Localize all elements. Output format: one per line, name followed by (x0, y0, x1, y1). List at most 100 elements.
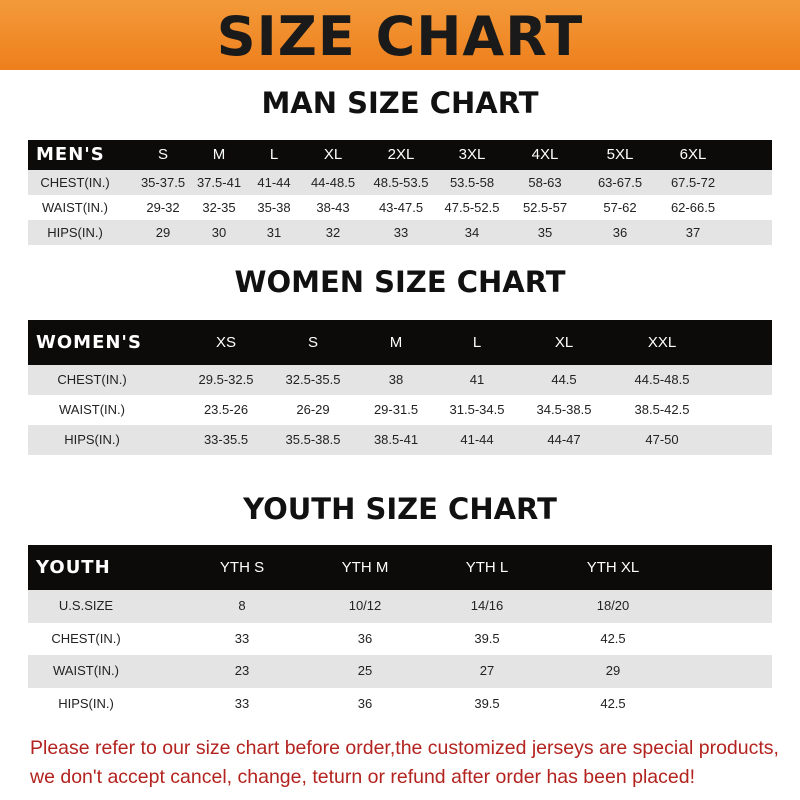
cell: 29-32 (146, 200, 180, 215)
cell: 23.5-26 (203, 402, 249, 417)
row-label: HIPS(IN.) (64, 432, 120, 447)
page-title: SIZE CHART (216, 5, 584, 68)
cell: 29 (605, 663, 621, 678)
cell: S (307, 334, 319, 351)
cell: 43-47.5 (378, 200, 424, 215)
table-row: U.S.SIZE 8 10/12 14/16 18/20 (28, 590, 772, 623)
cell: 37.5-41 (196, 175, 242, 190)
table-row: CHEST(IN.) 35-37.5 37.5-41 41-44 44-48.5 48.5… (28, 170, 772, 195)
table-row: HIPS(IN.) 29 30 31 32 33 34 35 36 37 (28, 220, 772, 245)
cell: XL (323, 146, 343, 163)
row-label: YOUTH (36, 557, 111, 578)
table-row: HIPS(IN.) 33-35.5 35.5-38.5 38.5-41 41-44 44-… (28, 425, 772, 455)
cell: 38.5-42.5 (634, 402, 690, 417)
cell: 26-29 (296, 402, 330, 417)
cell: 10/12 (348, 598, 382, 613)
cell: 14/16 (470, 598, 504, 613)
row-label: WAIST(IN.) (42, 200, 108, 215)
cell: 42.5 (600, 630, 626, 646)
cell: XS (215, 334, 237, 351)
cell: 63-67.5 (597, 175, 643, 190)
cell: 36 (357, 630, 373, 646)
cell: 38.5-41 (373, 432, 419, 447)
cell: YTH XL (586, 559, 640, 576)
cell: YTH L (465, 559, 509, 576)
cell: 32.5-35.5 (285, 372, 341, 387)
women-title: WOMEN SIZE CHART (234, 265, 566, 299)
cell: YTH S (219, 559, 265, 576)
cell: M (212, 146, 226, 163)
cell: 34 (464, 225, 480, 240)
notice-line-2: we don't accept cancel, change, teturn o… (30, 766, 695, 788)
table-row: WAIST(IN.) 23.5-26 26-29 29-31.5 31.5-34.5 34… (28, 395, 772, 425)
cell: M (389, 334, 403, 351)
cell: 39.5 (474, 695, 500, 711)
cell: 33 (234, 630, 250, 646)
cell: 33-35.5 (203, 432, 249, 447)
cell: 3XL (458, 146, 486, 163)
cell: 47-50 (645, 432, 679, 447)
cell: 38 (388, 372, 404, 387)
cell: 31 (266, 225, 282, 240)
cell: 6XL (679, 146, 707, 163)
men-title: MAN SIZE CHART (261, 86, 539, 120)
cell: 29 (155, 225, 171, 240)
header-row: MEN'S S M L XL 2XL 3XL 4XL 5XL 6XL (28, 140, 772, 170)
cell: 5XL (606, 146, 634, 163)
cell: XL (554, 334, 574, 351)
cell: 47.5-52.5 (444, 200, 500, 215)
row-label: MEN'S (36, 144, 105, 165)
row-label: WAIST(IN.) (53, 663, 119, 678)
cell: 27 (479, 663, 495, 678)
cell: 33 (234, 695, 250, 711)
row-label: U.S.SIZE (58, 598, 114, 613)
cell: 48.5-53.5 (373, 175, 429, 190)
row-label: CHEST(IN.) (40, 175, 110, 190)
cell: 41-44 (460, 432, 494, 447)
cell: 8 (238, 598, 246, 613)
cell: 2XL (387, 146, 415, 163)
cell: 57-62 (603, 200, 637, 215)
table-row: CHEST(IN.) 29.5-32.5 32.5-35.5 38 41 44.5 44.5… (28, 365, 772, 395)
cell: 25 (357, 663, 373, 678)
cell: 41-44 (257, 175, 291, 190)
cell: 30 (211, 225, 227, 240)
row-label: CHEST(IN.) (51, 630, 121, 646)
cell: 32-35 (202, 200, 236, 215)
cell: 4XL (531, 146, 559, 163)
youth-title: YOUTH SIZE CHART (243, 492, 557, 526)
cell: S (157, 146, 169, 163)
cell: 38-43 (316, 200, 350, 215)
cell: 44-47 (547, 432, 581, 447)
cell: 62-66.5 (670, 200, 716, 215)
row-label: WAIST(IN.) (59, 402, 125, 417)
cell: 33 (393, 225, 409, 240)
banner: SIZE CHART (0, 0, 800, 70)
cell: 42.5 (600, 695, 626, 711)
cell: 39.5 (474, 630, 500, 646)
cell: 32 (325, 225, 341, 240)
cell: 44.5-48.5 (634, 372, 690, 387)
cell: 35-37.5 (140, 175, 186, 190)
cell: 37 (685, 225, 701, 240)
cell: 41 (469, 372, 485, 387)
cell: 23 (234, 663, 250, 678)
notice-line-1: Please refer to our size chart before or… (30, 737, 779, 759)
cell: 34.5-38.5 (536, 402, 592, 417)
cell: 36 (357, 695, 373, 711)
cell: 67.5-72 (670, 175, 716, 190)
table-row: CHEST(IN.) 33 36 39.5 42.5 (28, 622, 772, 655)
header-row: YOUTH YTH S YTH M YTH L YTH XL (28, 545, 772, 590)
women-size-table: WOMEN'S XS S M L XL XXL CHEST(IN.) 29.5-32.5 32.5… (28, 320, 772, 455)
cell: 44.5 (551, 372, 577, 387)
cell: L (472, 334, 482, 351)
notice: Please refer to our size chart before or… (30, 734, 779, 792)
cell: 52.5-57 (522, 200, 568, 215)
cell: 35.5-38.5 (285, 432, 341, 447)
cell: 58-63 (528, 175, 562, 190)
row-label: HIPS(IN.) (47, 225, 103, 240)
table-row: WAIST(IN.) 29-32 32-35 35-38 38-43 43-47.5 47.… (28, 195, 772, 220)
men-size-table: MEN'S S M L XL 2XL 3XL 4XL 5XL 6XL CHEST(IN.) 35-37… (28, 140, 772, 245)
row-label: WOMEN'S (36, 332, 142, 353)
cell: 35 (537, 225, 553, 240)
